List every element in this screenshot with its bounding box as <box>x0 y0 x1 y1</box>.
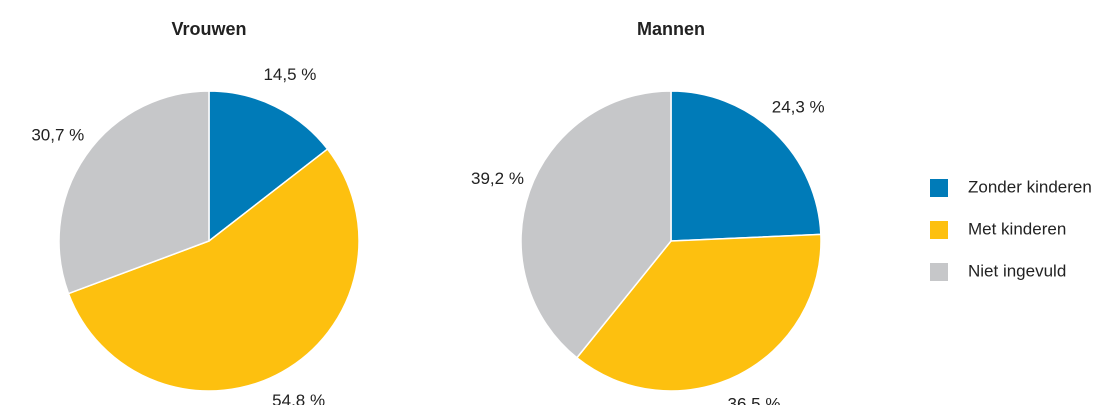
data-label: 39,2 % <box>471 169 524 188</box>
pie-slice <box>67 148 360 392</box>
legend-label: Niet ingevuld <box>968 261 1066 280</box>
pie-slice <box>520 90 672 359</box>
legend-label: Met kinderen <box>968 219 1066 238</box>
pie-slice <box>208 90 329 243</box>
data-label: 54,8 % <box>272 391 325 405</box>
pie-slice <box>58 90 210 295</box>
chart-title: Vrouwen <box>171 19 246 39</box>
legend-swatch <box>930 179 948 197</box>
data-label: 30,7 % <box>31 126 84 145</box>
data-label: 14,5 % <box>263 65 316 84</box>
legend-swatch <box>930 263 948 281</box>
chart-title: Mannen <box>637 19 705 39</box>
legend-swatch <box>930 221 948 239</box>
data-label: 24,3 % <box>772 98 825 117</box>
data-label: 36,5 % <box>728 395 781 405</box>
pie-slice <box>575 233 822 392</box>
pie-slice <box>670 90 822 242</box>
legend-label: Zonder kinderen <box>968 177 1092 196</box>
